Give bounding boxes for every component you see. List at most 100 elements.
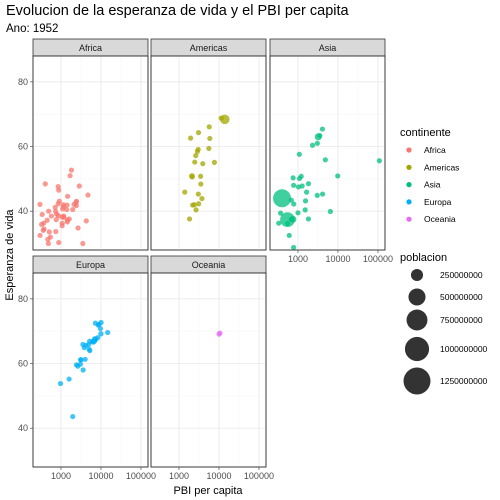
size-legend-key bbox=[406, 309, 428, 331]
data-point bbox=[53, 208, 59, 214]
facet-plot-area bbox=[32, 55, 149, 251]
data-point bbox=[284, 220, 291, 227]
y-tick-label: 60 bbox=[18, 142, 28, 152]
x-tick-label: 100000 bbox=[126, 471, 156, 481]
data-point bbox=[182, 189, 188, 195]
data-point bbox=[64, 217, 71, 223]
data-point bbox=[290, 175, 296, 181]
legend-key-americas bbox=[406, 164, 412, 170]
data-point bbox=[280, 212, 295, 227]
data-point bbox=[317, 132, 323, 139]
size-legend-label: 500000000 bbox=[440, 292, 483, 302]
legend-label-africa: Africa bbox=[424, 145, 446, 155]
data-point bbox=[45, 240, 51, 247]
facet-plot-area bbox=[32, 272, 149, 468]
legend-label-asia: Asia bbox=[424, 180, 441, 190]
y-axis-title: Esperanza de vida bbox=[4, 209, 16, 301]
size-legend-label: 1000000000 bbox=[440, 344, 488, 354]
data-point bbox=[46, 229, 52, 235]
legend-key-africa bbox=[406, 147, 412, 153]
data-point bbox=[98, 319, 104, 326]
data-point bbox=[303, 189, 310, 195]
data-point bbox=[83, 342, 89, 349]
size-legend-key bbox=[403, 367, 431, 395]
x-tick-label: 1000 bbox=[288, 254, 308, 264]
data-point bbox=[199, 195, 205, 202]
data-point bbox=[66, 376, 72, 382]
x-tick-label: 10000 bbox=[88, 471, 113, 481]
data-point bbox=[193, 207, 199, 213]
facet-oceania: Oceania 1000 10000 100000 bbox=[150, 255, 274, 481]
legend-key-europa bbox=[406, 199, 412, 205]
data-point bbox=[291, 182, 297, 188]
data-point bbox=[276, 220, 282, 226]
size-legend-key bbox=[410, 268, 424, 282]
data-point bbox=[206, 124, 212, 130]
facet-border bbox=[150, 55, 267, 251]
data-point bbox=[286, 232, 292, 239]
data-point bbox=[302, 198, 309, 204]
data-point bbox=[195, 191, 201, 197]
data-point bbox=[76, 183, 82, 189]
y-tick-label: 40 bbox=[18, 423, 28, 433]
data-point bbox=[190, 202, 196, 208]
data-point bbox=[305, 181, 312, 187]
data-point bbox=[105, 329, 111, 336]
data-point bbox=[319, 126, 326, 132]
facet-strip-label: Oceania bbox=[192, 260, 226, 270]
y-tick-label: 80 bbox=[18, 294, 28, 304]
data-point bbox=[198, 173, 204, 179]
size-legend-title: poblacion bbox=[400, 252, 447, 264]
facet-strip-label: Americas bbox=[190, 43, 228, 53]
legend-key-asia bbox=[406, 182, 412, 188]
legend-key-oceania bbox=[406, 216, 412, 222]
data-point bbox=[314, 140, 320, 146]
data-point bbox=[319, 191, 326, 197]
facet-africa: Africa 40 60 80 bbox=[18, 38, 149, 251]
facet-border bbox=[269, 55, 386, 251]
data-point bbox=[295, 184, 302, 190]
data-point bbox=[335, 173, 341, 179]
data-point bbox=[52, 204, 58, 210]
facet-strip-label: Europa bbox=[76, 260, 105, 270]
size-legend-key bbox=[404, 336, 430, 362]
data-point bbox=[80, 367, 86, 373]
data-point bbox=[314, 192, 320, 198]
legend-label-europa: Europa bbox=[424, 197, 452, 207]
facet-europa: Europa 40 60 80 1000 10000 100000 bbox=[18, 255, 156, 481]
data-point bbox=[59, 223, 65, 229]
data-point bbox=[187, 135, 194, 141]
facet-strip-label: Africa bbox=[79, 43, 102, 53]
x-axis-title: PBI per capita bbox=[173, 485, 243, 497]
facet-border bbox=[150, 272, 267, 468]
data-point bbox=[327, 208, 333, 215]
x-tick-label: 10000 bbox=[206, 471, 231, 481]
data-point bbox=[288, 216, 294, 222]
data-point bbox=[86, 346, 92, 352]
data-point bbox=[92, 320, 99, 326]
data-point bbox=[67, 173, 73, 179]
legend-label-americas: Americas bbox=[424, 162, 459, 172]
data-point bbox=[277, 210, 284, 216]
facet-border bbox=[32, 55, 149, 251]
data-point bbox=[56, 239, 62, 246]
data-point bbox=[322, 157, 328, 163]
x-tick-label: 1000 bbox=[51, 471, 71, 481]
facet-americas: Americas bbox=[150, 38, 267, 251]
data-point bbox=[47, 234, 53, 240]
data-point bbox=[195, 130, 202, 136]
data-point bbox=[37, 232, 43, 239]
data-point bbox=[309, 142, 316, 148]
size-legend-label: 750000000 bbox=[440, 315, 483, 325]
data-point bbox=[75, 363, 81, 369]
data-point bbox=[288, 197, 294, 203]
data-point bbox=[193, 152, 199, 159]
facet-asia: Asia 1000 10000 100000 bbox=[269, 38, 393, 264]
data-point bbox=[186, 216, 193, 222]
data-point bbox=[46, 208, 52, 214]
y-tick-label: 80 bbox=[18, 77, 28, 87]
data-point bbox=[41, 226, 47, 232]
data-point bbox=[273, 189, 292, 208]
